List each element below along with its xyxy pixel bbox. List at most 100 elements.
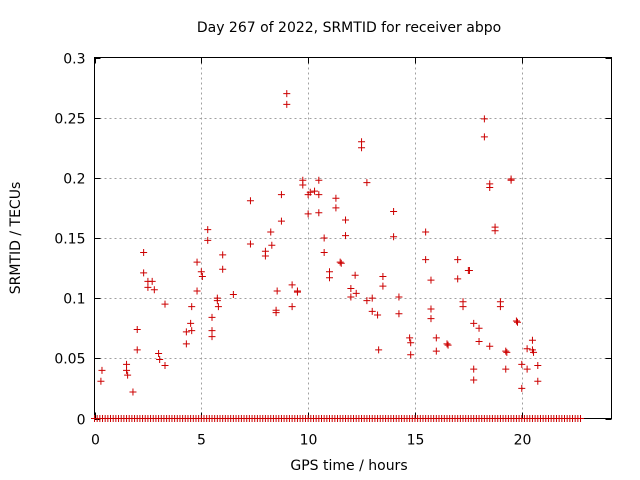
data-point [332, 194, 340, 202]
data-point [277, 191, 285, 199]
data-point [514, 318, 521, 326]
data-point [150, 286, 158, 294]
data-point [427, 276, 435, 284]
data-point [326, 274, 333, 282]
data-point [246, 197, 254, 205]
data-point [155, 350, 163, 358]
data-point [182, 340, 190, 348]
data-point [156, 356, 164, 364]
data-point [395, 293, 403, 301]
data-point [315, 191, 323, 199]
data-point [129, 388, 137, 396]
data-point [97, 377, 105, 385]
data-point [368, 294, 376, 302]
data-point [261, 252, 269, 260]
data-point [144, 283, 152, 291]
data-point [213, 297, 221, 305]
data-point [188, 303, 196, 311]
data-point [363, 297, 371, 305]
data-point [486, 183, 494, 191]
data-point [277, 217, 285, 225]
data-point [283, 100, 291, 108]
y-tick-label: 0 [77, 413, 86, 429]
data-point [422, 256, 430, 264]
data-point [422, 228, 430, 236]
y-tick-label: 0.25 [54, 112, 85, 128]
data-point [326, 268, 333, 276]
data-point [358, 138, 366, 146]
data-point [133, 346, 141, 354]
data-point [268, 241, 276, 249]
data-point [502, 347, 510, 355]
data-point [363, 179, 371, 187]
data-point [214, 303, 222, 311]
data-point [347, 293, 355, 301]
data-point [98, 366, 106, 374]
data-point [512, 317, 520, 325]
data-point [342, 216, 350, 224]
data-point [246, 240, 254, 248]
data-point [315, 176, 323, 184]
data-point [133, 325, 141, 333]
data-point [518, 360, 526, 368]
data-point [375, 346, 383, 354]
data-point [288, 303, 296, 311]
data-point [140, 248, 148, 256]
data-point [496, 303, 504, 311]
grid-lines [94, 57, 612, 419]
data-point [208, 327, 216, 335]
data-point [193, 258, 201, 266]
data-point [358, 144, 366, 152]
data-point [534, 377, 542, 385]
data-point [407, 351, 415, 359]
data-point [368, 307, 376, 315]
data-point [204, 236, 212, 244]
data-point [470, 376, 478, 384]
axis-tick-labels: 0 0.05 0.1 0.15 0.2 0.25 0.3 0 5 10 15 20 [54, 52, 531, 449]
data-point [530, 348, 538, 356]
data-point [187, 319, 195, 327]
data-point [352, 289, 360, 297]
data-point [208, 333, 216, 341]
y-tick-label: 0.3 [63, 52, 85, 68]
data-point [443, 340, 451, 348]
data-point [204, 226, 212, 234]
data-point [379, 273, 387, 281]
data-point [395, 310, 403, 318]
chart-title: Day 267 of 2022, SRMTID for receiver abp… [197, 20, 501, 36]
x-tick-label: 10 [300, 433, 318, 449]
data-point [454, 275, 462, 283]
data-point [523, 345, 531, 353]
y-tick-label: 0.1 [63, 292, 85, 308]
data-point [407, 339, 415, 347]
data-point [379, 282, 387, 290]
data-point [465, 266, 473, 274]
data-point [374, 311, 382, 319]
data-point [140, 269, 148, 277]
data-point [272, 309, 280, 317]
x-tick-label: 0 [91, 433, 100, 449]
data-point [523, 365, 531, 373]
zero-data-point [577, 415, 585, 422]
data-points [91, 90, 585, 422]
data-point [502, 365, 510, 373]
data-point [193, 287, 201, 295]
data-point [454, 256, 462, 264]
data-point [518, 384, 526, 392]
data-point [161, 362, 169, 370]
data-point [459, 303, 467, 311]
data-point [229, 291, 237, 299]
data-point [534, 362, 542, 370]
data-point [320, 234, 328, 242]
data-point [444, 341, 452, 349]
data-point [219, 251, 227, 259]
data-point [432, 334, 440, 342]
data-point [347, 285, 355, 293]
axis-ticks [94, 57, 612, 420]
data-point [315, 209, 323, 217]
x-axis-label: GPS time / hours [290, 458, 407, 474]
data-point [197, 268, 205, 276]
data-point [219, 265, 227, 273]
data-point [124, 371, 132, 379]
data-point [123, 360, 131, 368]
